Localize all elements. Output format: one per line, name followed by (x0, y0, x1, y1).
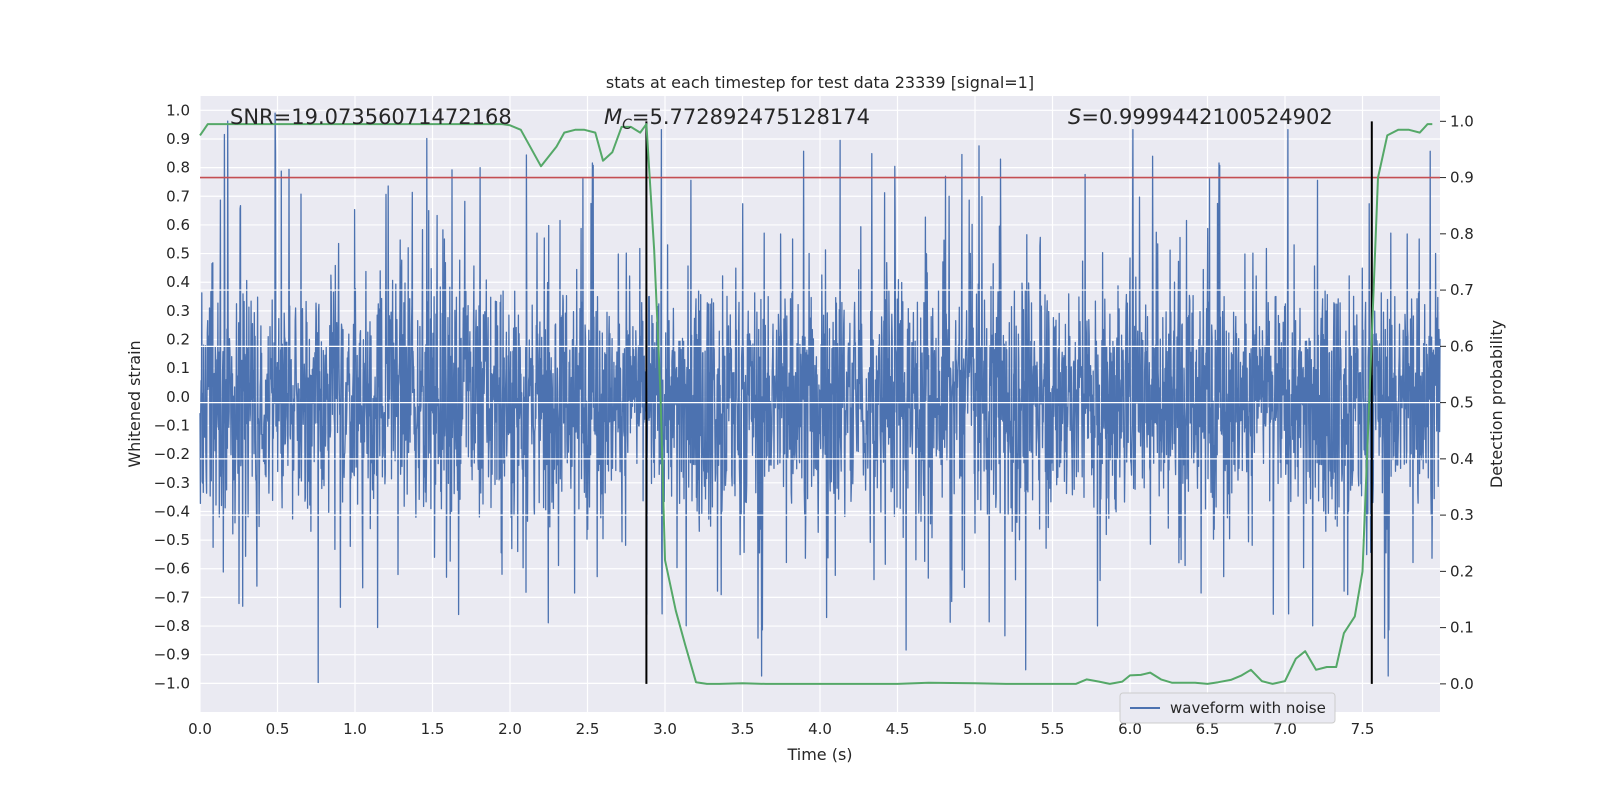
detection-probability-series (199, 123, 1433, 685)
y-tick-label: 0.5 (166, 245, 190, 263)
waveform-with-noise-series (199, 112, 1441, 684)
chart-title: stats at each timestep for test data 233… (606, 73, 1034, 92)
y-tick-label: 0.8 (166, 159, 190, 177)
y-tick-label: −0.4 (154, 502, 190, 520)
y2-tick-label: 0.3 (1450, 506, 1474, 524)
y-tick-label: −0.5 (154, 531, 190, 549)
x-tick-label: 7.0 (1273, 720, 1297, 738)
y2-tick-label: 0.0 (1450, 675, 1474, 693)
x-tick-label: 3.5 (731, 720, 755, 738)
y-tick-label: −0.9 (154, 646, 190, 664)
y-tick-label: −1.0 (154, 674, 190, 692)
x-tick-label: 6.5 (1196, 720, 1220, 738)
y-tick-label: −0.6 (154, 560, 190, 578)
mc-symbol: M (604, 105, 622, 129)
y-tick-label: −0.3 (154, 474, 190, 492)
y-tick-label: 1.0 (166, 101, 190, 119)
snr-annotation: SNR=19.07356071472168 (230, 105, 512, 129)
y2-tick-label: 0.7 (1450, 281, 1474, 299)
legend: waveform with noise (1119, 692, 1336, 724)
x-tick-label: 6.0 (1118, 720, 1142, 738)
y-tick-label: 0.0 (166, 388, 190, 406)
axis-ticks: 0.0 0.5 1.0 1.5 2.0 2.5 3.0 3.5 4.0 4.5 5.0 5.5 6.0 6… (154, 101, 1474, 738)
y2-tick-label: 1.0 (1450, 112, 1474, 130)
x-tick-label: 5.5 (1041, 720, 1065, 738)
s-annotation: S=0.9999442100524902 (1068, 105, 1333, 129)
x-tick-label: 5.0 (963, 720, 987, 738)
s-value: =0.9999442100524902 (1081, 105, 1332, 129)
y-tick-label: −0.8 (154, 617, 190, 635)
y-tick-label: 0.3 (166, 302, 190, 320)
y-tick-label: 0.7 (166, 187, 190, 205)
y-tick-label: 0.1 (166, 359, 190, 377)
x-tick-label: 7.5 (1351, 720, 1375, 738)
y-tick-label: 0.4 (166, 273, 190, 291)
y2-tick-label: 0.6 (1450, 337, 1474, 355)
mc-subscript: C (622, 117, 632, 133)
y-tick-label: −0.2 (154, 445, 190, 463)
y2-tick-label: 0.9 (1450, 169, 1474, 187)
mc-value: =5.772892475128174 (632, 105, 870, 129)
y-tick-label: −0.1 (154, 416, 190, 434)
x-axis-label: Time (s) (786, 745, 852, 764)
waveform-line (199, 112, 1441, 684)
mc-annotation: MC=5.772892475128174 (604, 105, 870, 133)
y2-tick-label: 0.8 (1450, 225, 1474, 243)
y2-tick-label: 0.2 (1450, 562, 1474, 580)
x-tick-label: 4.0 (808, 720, 832, 738)
x-tick-label: 1.5 (421, 720, 445, 738)
y-tick-label: 0.6 (166, 216, 190, 234)
x-tick-label: 0.0 (188, 720, 212, 738)
x-tick-label: 4.5 (886, 720, 910, 738)
legend-box (1119, 692, 1336, 724)
y-axis-label: Whitened strain (125, 340, 144, 467)
y2-tick-label: 0.5 (1450, 394, 1474, 412)
y2-axis-label: Detection probability (1487, 320, 1506, 488)
x-tick-label: 1.0 (343, 720, 367, 738)
y-tick-label: 0.9 (166, 130, 190, 148)
x-tick-label: 3.0 (653, 720, 677, 738)
legend-label-waveform: waveform with noise (1170, 699, 1326, 717)
x-tick-label: 2.0 (498, 720, 522, 738)
x-tick-label: 2.5 (576, 720, 600, 738)
overlay-lines (200, 121, 1440, 684)
s-symbol: S (1068, 105, 1081, 129)
y2-tick-label: 0.1 (1450, 619, 1474, 637)
x-tick-label: 0.5 (266, 720, 290, 738)
y-tick-label: −0.7 (154, 588, 190, 606)
y2-tick-label: 0.4 (1450, 450, 1474, 468)
y-tick-label: 0.2 (166, 331, 190, 349)
detection-probability-line (199, 123, 1433, 685)
